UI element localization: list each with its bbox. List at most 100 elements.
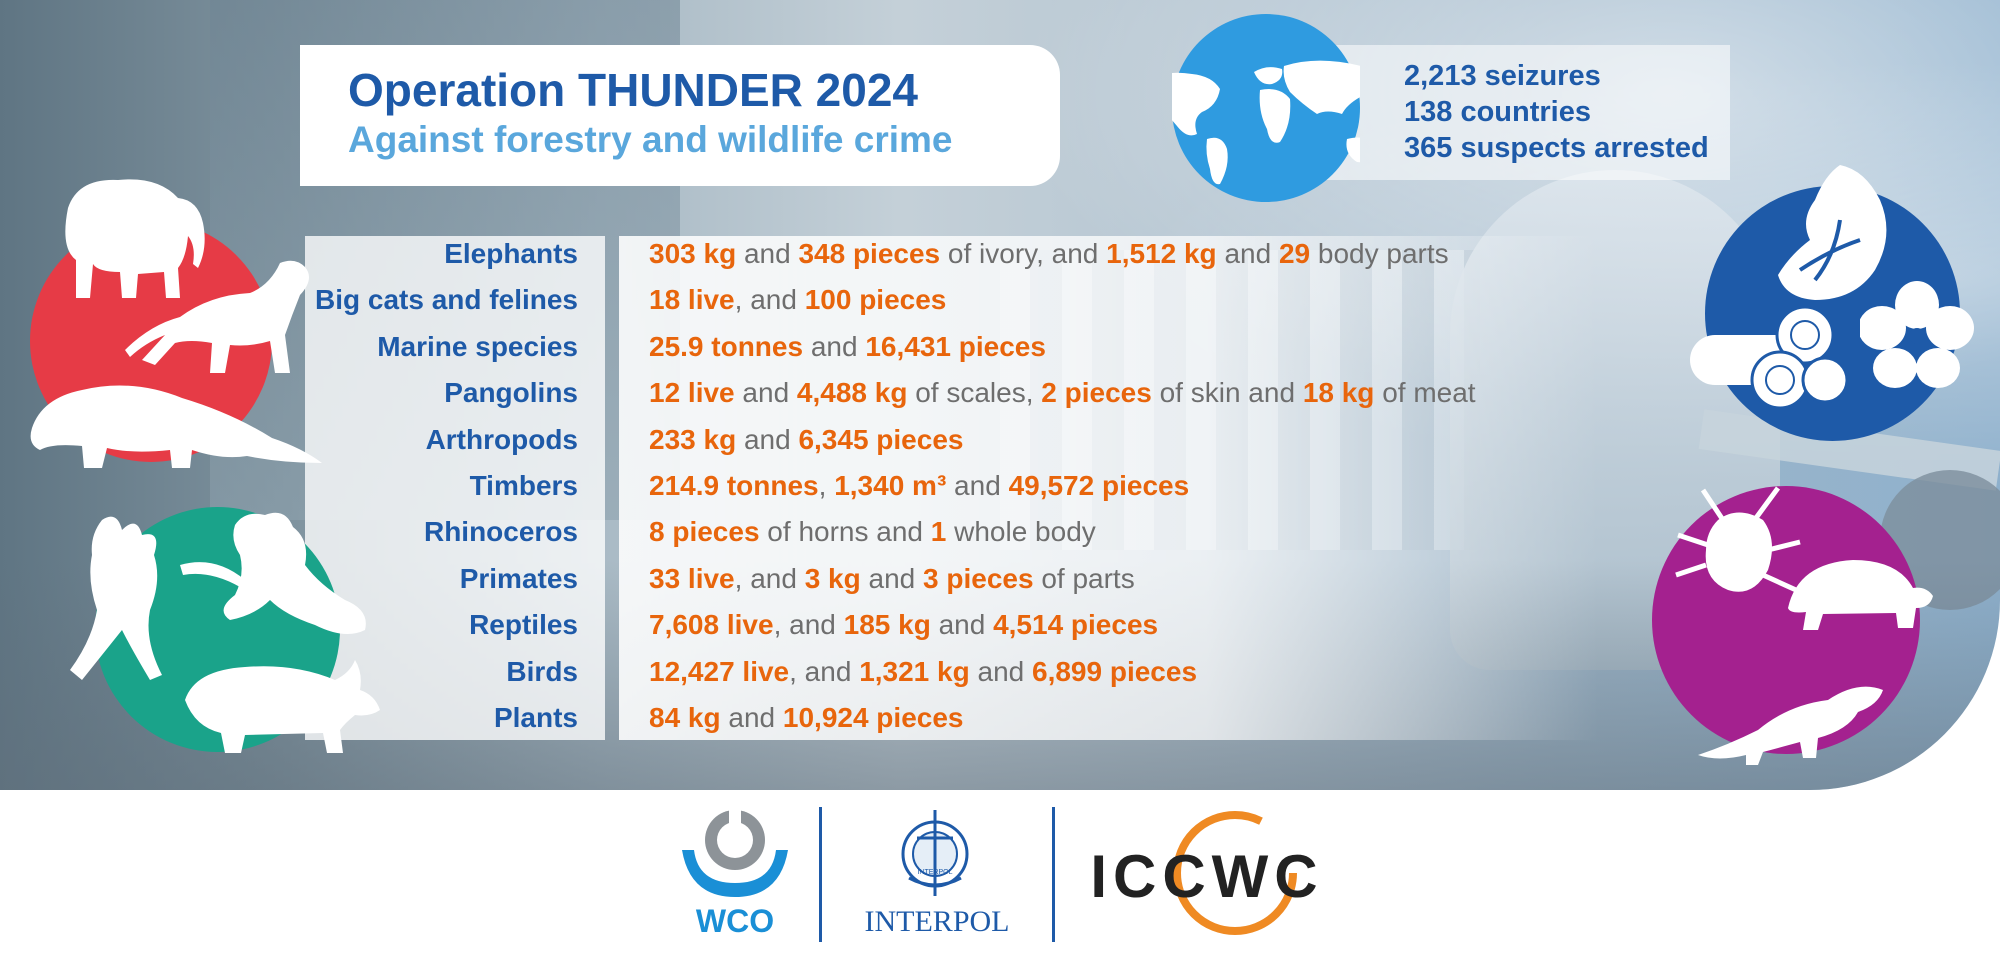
- seashell-icon: [1778, 165, 1887, 300]
- value-text: of parts: [1033, 562, 1135, 594]
- highlight-figure: 6,345 pieces: [798, 423, 964, 455]
- timber-logs-icon: [1690, 305, 1849, 410]
- row-label: Reptiles: [469, 609, 578, 641]
- row-value: 18 live, and 100 pieces: [649, 284, 946, 316]
- value-text: and: [1216, 238, 1279, 269]
- highlight-figure: 303 kg: [649, 238, 737, 269]
- interpol-logo-text: INTERPOL: [864, 905, 1010, 938]
- value-text: and: [946, 470, 1009, 501]
- wco-logo-text: WCO: [695, 903, 775, 939]
- value-text: , and: [773, 609, 844, 641]
- page-title: Operation THUNDER 2024: [348, 64, 919, 116]
- footer-divider-1: [819, 807, 822, 942]
- value-text: of meat: [1374, 377, 1476, 409]
- row-value: 7,608 live, and 185 kg and 4,514 pieces: [649, 609, 1158, 641]
- stat-seizures: 2,213 seizures: [1404, 60, 1601, 92]
- row-label: Timbers: [469, 470, 578, 501]
- highlight-figure: 3 kg: [804, 562, 861, 594]
- row-value: 84 kg and 10,924 pieces: [649, 702, 963, 734]
- row-value: 12 live and 4,488 kg of scales, 2 pieces…: [649, 377, 1476, 409]
- highlight-figure: 1,321 kg: [859, 655, 970, 687]
- reptiles-arthropods-circle: [1652, 486, 1920, 754]
- row-value: 12,427 live, and 1,321 kg and 6,899 piec…: [649, 656, 1197, 688]
- highlight-figure: 4,514 pieces: [993, 609, 1159, 641]
- value-text: and: [736, 238, 799, 269]
- highlight-figure: 18 kg: [1302, 377, 1375, 409]
- row-label: Marine species: [377, 330, 578, 362]
- highlight-figure: 8 pieces: [649, 516, 760, 548]
- value-text: whole body: [946, 516, 1096, 548]
- value-text: of ivory, and: [940, 238, 1107, 269]
- row-label: Pangolins: [444, 377, 578, 409]
- highlight-figure: 16,431 pieces: [865, 330, 1046, 362]
- page-subtitle: Against forestry and wildlife crime: [348, 119, 953, 160]
- interpol-seal-text: INTERPOL: [917, 869, 952, 876]
- highlight-figure: 29: [1278, 238, 1311, 269]
- row-value: 8 pieces of horns and 1 whole body: [649, 516, 1096, 548]
- highlight-figure: 7,608 live: [649, 609, 774, 641]
- iccwc-logo-text: ICCWC: [1090, 843, 1324, 910]
- value-text: and: [860, 562, 924, 594]
- value-text: and: [930, 609, 994, 641]
- value-text: and: [734, 377, 797, 409]
- highlight-figure: 2 pieces: [1041, 377, 1152, 409]
- highlight-figure: 4,488 kg: [796, 377, 908, 409]
- highlight-figure: 1,512 kg: [1106, 238, 1217, 269]
- value-text: of skin and: [1151, 377, 1303, 409]
- row-value: 33 live, and 3 kg and 3 pieces of parts: [649, 563, 1135, 595]
- hibiscus-icon: [1860, 281, 1974, 388]
- row-label: Primates: [459, 562, 578, 594]
- iguana-icon: [1698, 686, 1883, 765]
- highlight-figure: 25.9 tonnes: [649, 330, 804, 362]
- highlight-figure: 33 live: [649, 562, 735, 594]
- stat-countries: 138 countries: [1404, 96, 1591, 128]
- highlight-figure: 12 live: [649, 377, 735, 409]
- row-label: Arthropods: [425, 423, 578, 455]
- elephant-icon: [65, 179, 205, 298]
- footer-logos: WCO INTERPOL INTERPOL ICCWC: [0, 790, 2000, 953]
- wco-logo-icon: [682, 805, 788, 897]
- primate-icon: [180, 512, 366, 634]
- highlight-figure: 348 pieces: [798, 238, 941, 269]
- cockatoo-icon: [70, 516, 162, 680]
- pangolin-icon: [30, 385, 322, 468]
- value-text: of horns and: [759, 516, 931, 548]
- value-text: and: [969, 655, 1032, 687]
- interpol-globe-icon: INTERPOL: [901, 810, 969, 896]
- world-map-icon: [1142, 14, 1378, 202]
- highlight-figure: 84 kg: [649, 702, 721, 733]
- highlight-figure: 18 live: [649, 284, 735, 316]
- turtle-icon: [1788, 560, 1933, 630]
- highlight-figure: 214.9 tonnes: [649, 470, 819, 501]
- highlight-figure: 49,572 pieces: [1008, 470, 1190, 501]
- footer-divider-2: [1052, 807, 1055, 942]
- highlight-figure: 100 pieces: [804, 284, 947, 316]
- row-label: Elephants: [444, 238, 578, 269]
- value-text: of scales,: [907, 377, 1042, 409]
- values-panel: [619, 236, 1599, 740]
- rhinoceros-icon: [185, 660, 380, 753]
- row-value: 233 kg and 6,345 pieces: [649, 424, 963, 456]
- stat-arrests: 365 suspects arrested: [1404, 132, 1709, 164]
- highlight-figure: 10,924 pieces: [782, 702, 964, 733]
- value-text: and: [720, 702, 783, 733]
- row-label: Rhinoceros: [423, 516, 578, 548]
- highlight-figure: 6,899 pieces: [1032, 655, 1198, 687]
- value-text: , and: [734, 562, 805, 594]
- highlight-figure: 1,340 m³: [834, 470, 947, 501]
- value-text: and: [736, 423, 799, 455]
- row-value: 25.9 tonnes and 16,431 pieces: [649, 331, 1046, 363]
- highlight-figure: 1: [930, 516, 947, 548]
- highlight-figure: 185 kg: [843, 609, 931, 641]
- row-label: Birds: [506, 655, 578, 687]
- row-value: 303 kg and 348 pieces of ivory, and 1,51…: [649, 238, 1449, 270]
- value-text: and: [803, 330, 866, 362]
- row-value: 214.9 tonnes, 1,340 m³ and 49,572 pieces: [649, 470, 1189, 502]
- labels-panel: [305, 236, 605, 740]
- row-label: Plants: [493, 702, 578, 733]
- title-card: Operation THUNDER 2024 Against forestry …: [300, 45, 1060, 186]
- value-text: , and: [789, 655, 860, 687]
- beetle-icon: [1675, 486, 1801, 593]
- value-text: ,: [818, 470, 835, 501]
- value-text: , and: [734, 284, 805, 316]
